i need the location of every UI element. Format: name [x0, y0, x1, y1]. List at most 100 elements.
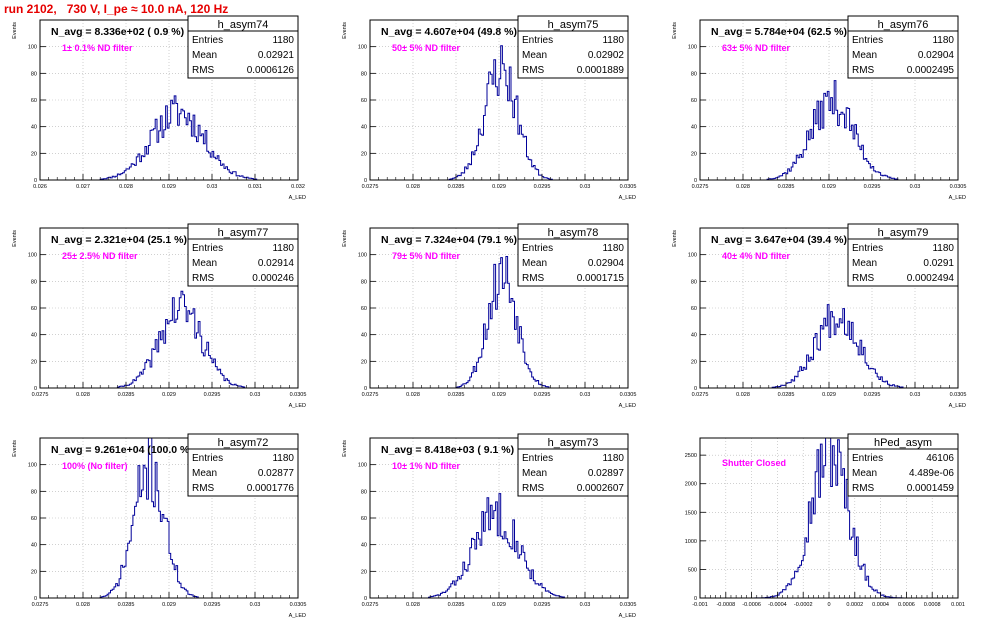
x-tick-label: 0.026	[33, 184, 47, 190]
stats-key: Mean	[522, 258, 547, 269]
x-tick-label: 0.0285	[118, 392, 135, 398]
y-tick-label: 0	[364, 596, 367, 602]
x-tick-label: 0.0305	[950, 392, 967, 398]
x-tick-label: 0.0295	[534, 602, 551, 608]
filter-label: Shutter Closed	[722, 458, 786, 468]
x-tick-label: 0.0006	[898, 602, 915, 608]
stats-box	[187, 433, 299, 497]
stats-value: 0.000246	[252, 273, 294, 284]
stats-value: 0.0001715	[577, 273, 625, 284]
filter-label: 100% (No filter)	[62, 461, 128, 471]
stats-value: 0.0001889	[577, 65, 625, 76]
y-tick-label: 80	[691, 279, 697, 285]
stats-box	[517, 15, 629, 79]
x-tick-label: 0.0275	[32, 602, 49, 608]
x-tick-label: 0.03	[580, 392, 591, 398]
y-tick-label: 60	[691, 98, 697, 104]
stats-value: 0.0002495	[907, 65, 955, 76]
stats-key: RMS	[192, 483, 215, 494]
stats-box	[187, 223, 299, 287]
y-tick-label: 40	[691, 125, 697, 131]
x-tick-label: 0.0285	[778, 184, 795, 190]
x-tick-label: 0.0295	[534, 184, 551, 190]
histogram-line	[700, 80, 958, 181]
stats-box	[847, 223, 959, 287]
y-tick-label: 80	[31, 279, 37, 285]
n-avg-label: N_avg = 3.647e+04 (39.4 %)	[711, 234, 847, 246]
x-tick-label: -0.0004	[768, 602, 787, 608]
x-tick-label: 0.0305	[620, 392, 637, 398]
x-tick-label: 0.028	[406, 392, 420, 398]
stats-key: RMS	[522, 483, 545, 494]
stats-key: Entries	[192, 35, 223, 46]
stats-key: Entries	[192, 243, 223, 254]
x-tick-label: 0.0295	[864, 184, 881, 190]
stats-key: Mean	[852, 50, 877, 61]
y-tick-label: 60	[361, 306, 367, 312]
x-tick-label: 0.029	[162, 184, 176, 190]
x-axis-title: A_LED	[949, 403, 966, 409]
x-tick-label: 0.029	[492, 184, 506, 190]
y-tick-label: 500	[688, 567, 697, 573]
x-tick-label: 0.0002	[846, 602, 863, 608]
y-tick-label: 1000	[685, 539, 697, 545]
stats-value: 1180	[602, 453, 624, 464]
stats-box-title: h_asym72	[218, 437, 269, 449]
stats-key: Mean	[522, 50, 547, 61]
y-tick-label: 100	[358, 45, 367, 51]
filter-label: 40± 4% ND filter	[722, 251, 790, 261]
x-tick-label: 0.0305	[290, 392, 307, 398]
y-tick-label: 100	[688, 45, 697, 51]
stats-key: Entries	[852, 243, 883, 254]
y-tick-label: 60	[361, 98, 367, 104]
x-tick-label: 0.03	[250, 602, 261, 608]
stats-value: 0.0002494	[907, 273, 955, 284]
x-tick-label: 0.028	[406, 184, 420, 190]
x-tick-label: 0.027	[76, 184, 90, 190]
stats-key: Entries	[522, 243, 553, 254]
stats-key: RMS	[522, 273, 545, 284]
y-tick-label: 2000	[685, 482, 697, 488]
stats-box-title: h_asym79	[878, 227, 929, 239]
y-tick-label: 80	[361, 489, 367, 495]
stats-value: 1180	[272, 453, 294, 464]
stats-key: Entries	[522, 453, 553, 464]
stats-box-title: hPed_asym	[874, 437, 932, 449]
y-tick-label: 0	[694, 178, 697, 184]
filter-label: 63± 5% ND filter	[722, 43, 790, 53]
y-tick-label: 80	[361, 279, 367, 285]
y-tick-label: 0	[34, 596, 37, 602]
stats-key: Entries	[522, 35, 553, 46]
x-tick-label: 0.0275	[32, 392, 49, 398]
y-tick-label: 60	[31, 98, 37, 104]
stats-value: 0.0006126	[247, 65, 295, 76]
x-tick-label: 0.0285	[778, 392, 795, 398]
y-tick-label: 80	[691, 71, 697, 77]
n-avg-label: N_avg = 4.607e+04 (49.8 %)	[381, 26, 517, 38]
x-tick-label: 0.0295	[864, 392, 881, 398]
x-tick-label: 0.0305	[620, 602, 637, 608]
histogram-panel-h_asym75: 0.0275 0.028 0.0285 0.029 0.0295 0.03 0.0305 0 2…	[342, 15, 636, 201]
histogram-panel-h_asym76: 0.0275 0.028 0.0285 0.029 0.0295 0.03 0.0305 0 2…	[672, 15, 966, 201]
stats-value: 1180	[272, 35, 294, 46]
x-axis-title: A_LED	[949, 195, 966, 201]
x-tick-label: 0.001	[951, 602, 965, 608]
stats-box	[847, 433, 959, 497]
stats-key: Mean	[852, 258, 877, 269]
stats-value: 1180	[932, 243, 954, 254]
y-axis-title: Events	[672, 22, 678, 39]
y-tick-label: 60	[361, 516, 367, 522]
x-tick-label: 0.028	[119, 184, 133, 190]
x-tick-label: 0.03	[910, 392, 921, 398]
stats-key: Mean	[192, 258, 217, 269]
x-tick-label: -0.001	[692, 602, 708, 608]
y-axis-title: Events	[342, 440, 348, 457]
x-tick-label: 0.0295	[534, 392, 551, 398]
n-avg-label: N_avg = 8.418e+03 ( 9.1 %)	[381, 444, 514, 456]
stats-value: 1180	[602, 35, 624, 46]
x-tick-label: 0.029	[492, 392, 506, 398]
stats-key: RMS	[522, 65, 545, 76]
y-tick-label: 20	[361, 359, 367, 365]
x-tick-label: 0.0275	[362, 392, 379, 398]
x-tick-label: 0	[827, 602, 830, 608]
